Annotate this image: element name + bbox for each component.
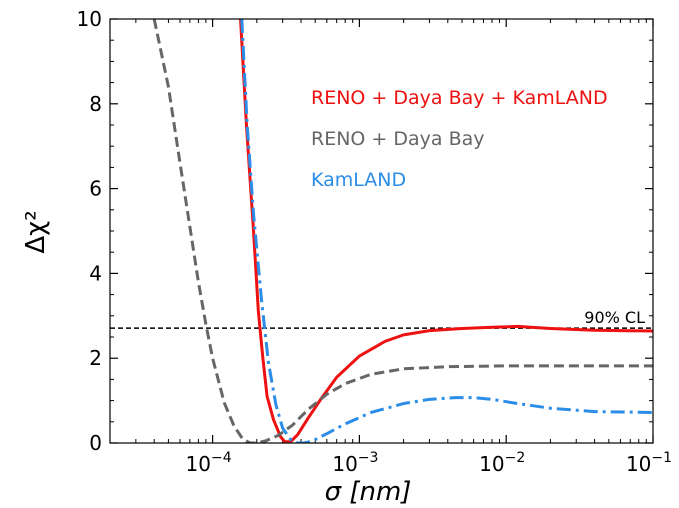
y-tick-label: 2 [89,346,102,370]
x-tick-label-base: 10 [479,452,504,476]
y-tick-labels: 0 2 4 6 8 10 [77,7,102,455]
x-tick-label: 10−4 [186,450,232,476]
minor-ticks [109,19,653,443]
x-tick-labels: 10−4 10−3 10−2 10−1 [186,450,672,476]
legend-entry: RENO + Daya Bay + KamLAND [311,87,608,109]
y-tick-label: 8 [89,92,102,116]
y-tick-label: 6 [89,177,102,201]
plot-frame [109,18,654,444]
y-tick-label: 10 [77,7,102,31]
y-tick-label: 4 [89,261,102,285]
y-axis-label: Δχ² [21,210,51,253]
x-tick-label: 10−1 [626,450,672,476]
legend-entry: RENO + Daya Bay [311,128,485,150]
legend-entry: KamLAND [311,169,406,191]
y-tick-label: 0 [89,431,102,455]
x-tick-label-base: 10 [186,452,211,476]
cl-reference-label: 90% CL [584,308,645,327]
series-line-0 [239,19,653,443]
x-tick-label-exponent: −4 [211,450,232,466]
x-axis-label: σ [nm] [325,477,412,507]
series-line-2 [240,19,653,443]
legend: RENO + Daya Bay + KamLAND RENO + Daya Bay… [311,87,608,191]
x-tick-label-base: 10 [626,452,651,476]
series-line-1 [152,19,653,443]
x-tick-label-base: 10 [332,452,357,476]
series-layer [152,19,653,443]
x-tick-label-exponent: −3 [358,450,379,466]
x-tick-label-exponent: −2 [505,450,526,466]
x-tick-label-exponent: −1 [651,450,672,466]
x-tick-label: 10−3 [332,450,378,476]
x-tick-label: 10−2 [479,450,525,476]
